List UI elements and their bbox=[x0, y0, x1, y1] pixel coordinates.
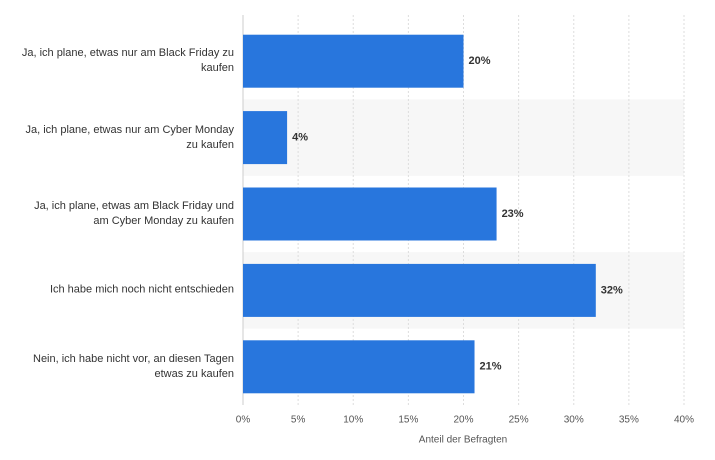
x-tick-label: 15% bbox=[398, 415, 418, 426]
bar bbox=[243, 111, 288, 165]
bar bbox=[243, 263, 596, 317]
category-label: Nein, ich habe nicht vor, an diesen Tage… bbox=[33, 352, 234, 380]
x-tick-label: 35% bbox=[619, 415, 639, 426]
value-label: 21% bbox=[480, 361, 502, 373]
bar bbox=[243, 187, 497, 241]
category-label: Ja, ich plane, etwas nur am Cyber Monday… bbox=[25, 123, 235, 151]
x-tick-label: 20% bbox=[453, 415, 473, 426]
value-label: 4% bbox=[292, 132, 308, 144]
x-tick-label: 0% bbox=[236, 415, 251, 426]
x-tick-label: 10% bbox=[343, 415, 363, 426]
x-tick-label: 25% bbox=[509, 415, 529, 426]
bar bbox=[243, 340, 475, 394]
x-axis-title: Anteil der Befragten bbox=[419, 435, 507, 446]
value-label: 32% bbox=[601, 284, 623, 296]
bar bbox=[243, 34, 464, 88]
value-label: 20% bbox=[469, 55, 491, 67]
category-label: Ja, ich plane, etwas am Black Friday und… bbox=[34, 200, 234, 227]
x-tick-label: 30% bbox=[564, 415, 584, 426]
category-label: Ich habe mich noch nicht entschieden bbox=[49, 283, 234, 296]
x-tick-label: 40% bbox=[674, 415, 694, 426]
category-label: Ja, ich plane, etwas nur am Black Friday… bbox=[21, 47, 234, 75]
x-tick-label: 5% bbox=[291, 415, 306, 426]
value-label: 23% bbox=[502, 208, 524, 220]
